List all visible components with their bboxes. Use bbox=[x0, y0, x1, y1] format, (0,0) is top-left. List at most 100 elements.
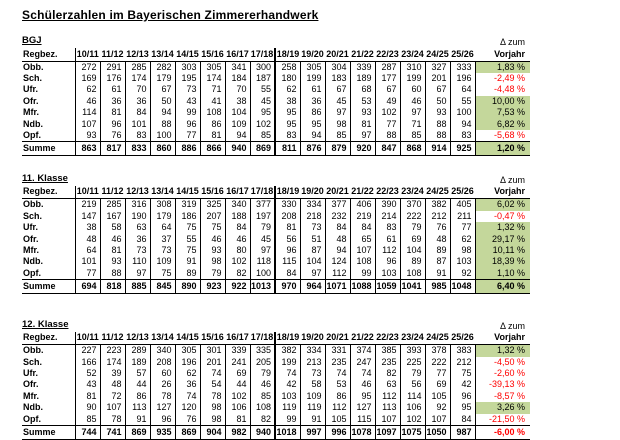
value-cell: 76 bbox=[175, 413, 201, 427]
value-cell: 86 bbox=[300, 107, 326, 119]
value-cell: 235 bbox=[375, 356, 401, 368]
year-header: 15/16 bbox=[200, 48, 225, 62]
value-cell: 920 bbox=[350, 141, 376, 156]
value-cell: 868 bbox=[400, 141, 426, 156]
table-klasse-11: Δ zum Regbez. 10/11 11/12 12/13 13/14 14/15 15/… bbox=[22, 175, 530, 294]
year-header: 11/12 bbox=[100, 48, 125, 62]
value-cell: 1018 bbox=[275, 425, 301, 440]
value-cell: 107 bbox=[100, 402, 126, 414]
value-cell: 44 bbox=[125, 379, 151, 391]
value-cell: 48 bbox=[100, 379, 126, 391]
value-cell: 56 bbox=[400, 379, 426, 391]
region-label: Summe bbox=[22, 425, 76, 440]
value-cell: 115 bbox=[350, 413, 376, 427]
value-cell: 73 bbox=[300, 222, 326, 234]
value-cell: 84 bbox=[225, 222, 251, 234]
region-label: Obb. bbox=[22, 344, 76, 357]
delta-cell: 10,00 % bbox=[475, 95, 530, 108]
year-header: 12/13 bbox=[125, 331, 150, 346]
value-cell: 818 bbox=[100, 279, 126, 294]
value-cell: 93 bbox=[200, 244, 226, 257]
value-cell: 112 bbox=[325, 402, 351, 414]
value-cell: 100 bbox=[150, 129, 176, 143]
delta-header-line2: Vorjahr bbox=[475, 331, 530, 346]
value-cell: 127 bbox=[150, 402, 176, 414]
value-cell: 93 bbox=[100, 256, 126, 268]
table-label-klasse-11: 11. Klasse bbox=[22, 172, 68, 184]
value-cell: 95 bbox=[275, 118, 301, 130]
value-cell: 84 bbox=[125, 107, 151, 119]
year-header: 23/24 bbox=[400, 48, 425, 62]
region-label: Opf. bbox=[22, 129, 76, 143]
region-label: Opf. bbox=[22, 413, 76, 427]
value-cell: 97 bbox=[250, 244, 276, 257]
region-label: Obb. bbox=[22, 198, 76, 211]
value-cell: 82 bbox=[225, 267, 251, 281]
value-cell: 62 bbox=[450, 233, 476, 245]
value-cell: 75 bbox=[450, 368, 476, 380]
value-cell: 41 bbox=[200, 95, 226, 108]
year-header: 13/14 bbox=[150, 185, 175, 200]
value-cell: 107 bbox=[350, 244, 376, 257]
value-cell: 96 bbox=[150, 413, 176, 427]
table-row: Ufr. 62 61 70 67 73 71 70 55 62 61 67 68 67 60 67 64 -4,4… bbox=[22, 84, 530, 96]
value-cell: 201 bbox=[200, 356, 226, 368]
year-header: 14/15 bbox=[175, 331, 200, 346]
value-cell: 339 bbox=[350, 61, 376, 73]
value-cell: 100 bbox=[250, 267, 276, 281]
year-header: 18/19 bbox=[275, 185, 300, 200]
value-cell: 99 bbox=[275, 413, 301, 427]
header-spacer bbox=[22, 321, 475, 332]
summe-row: Summe 694 818 885 845 890 923 922 1013 970 964 1071… bbox=[22, 279, 530, 294]
value-cell: 89 bbox=[400, 256, 426, 268]
value-cell: 744 bbox=[75, 425, 101, 440]
value-cell: 75 bbox=[150, 267, 176, 281]
value-cell: 36 bbox=[100, 95, 126, 108]
value-cell: 98 bbox=[325, 118, 351, 130]
year-header: 23/24 bbox=[400, 331, 425, 346]
value-cell: 107 bbox=[75, 118, 101, 130]
delta-cell: -0,47 % bbox=[493, 210, 525, 221]
value-cell: 335 bbox=[250, 344, 276, 357]
value-cell: 38 bbox=[225, 95, 251, 108]
value-cell: 67 bbox=[325, 84, 351, 96]
value-cell: 287 bbox=[375, 61, 401, 73]
value-cell: 923 bbox=[200, 279, 226, 294]
value-cell: 106 bbox=[400, 402, 426, 414]
value-cell: 93 bbox=[75, 129, 101, 143]
value-cell: 174 bbox=[200, 72, 226, 85]
table-row: Mfr. 64 81 73 73 75 93 80 97 96 87 94 107 112 104 89 98 1… bbox=[22, 244, 530, 257]
value-cell: 42 bbox=[275, 379, 301, 391]
value-cell: 76 bbox=[425, 222, 451, 234]
value-cell: 997 bbox=[300, 425, 326, 440]
year-header: 13/14 bbox=[150, 48, 175, 62]
region-header: Regbez. bbox=[22, 48, 76, 62]
year-header: 16/17 bbox=[225, 185, 250, 200]
value-cell: 304 bbox=[325, 61, 351, 73]
value-cell: 70 bbox=[225, 84, 251, 96]
value-cell: 180 bbox=[275, 72, 301, 85]
value-cell: 334 bbox=[300, 344, 326, 357]
table-row: Ofr. 43 48 44 26 36 54 44 46 42 58 53 46 63 56 69 42 -39,… bbox=[22, 379, 530, 391]
value-cell: 52 bbox=[75, 368, 101, 380]
value-cell: 46 bbox=[400, 95, 426, 108]
value-cell: 327 bbox=[425, 61, 451, 73]
value-cell: 75 bbox=[175, 244, 201, 257]
year-header: 10/11 bbox=[75, 48, 100, 62]
value-cell: 219 bbox=[75, 198, 101, 211]
value-cell: 43 bbox=[75, 379, 101, 391]
value-cell: 101 bbox=[75, 256, 101, 268]
value-cell: 108 bbox=[400, 267, 426, 281]
year-header: 17/18 bbox=[250, 331, 276, 346]
value-cell: 97 bbox=[400, 107, 426, 119]
value-cell: 258 bbox=[275, 61, 301, 73]
value-cell: 190 bbox=[125, 210, 151, 223]
value-cell: 75 bbox=[200, 222, 226, 234]
value-cell: 108 bbox=[200, 107, 226, 119]
value-cell: 341 bbox=[225, 61, 251, 73]
delta-cell: 29,17 % bbox=[475, 233, 530, 245]
value-cell: 291 bbox=[100, 61, 126, 73]
value-cell: 73 bbox=[175, 84, 201, 96]
value-cell: 63 bbox=[375, 379, 401, 391]
year-header: 12/13 bbox=[125, 48, 150, 62]
